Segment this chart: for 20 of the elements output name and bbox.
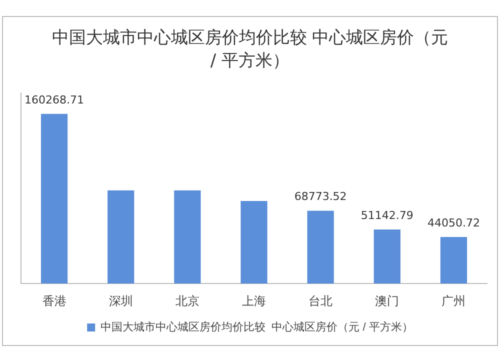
bar (174, 190, 201, 284)
data-label: 44050.72 (427, 216, 480, 230)
x-tick-label: 北京 (175, 294, 200, 308)
legend-label: 中国大城市中心城区房价均价比较 中心城区房价（元 / 平方米） (100, 320, 413, 334)
chart-title: 中国大城市中心城区房价均价比较 中心城区房价（元 / 平方米） (50, 27, 450, 73)
x-tick-label: 香港 (42, 294, 66, 308)
bar (307, 210, 334, 284)
data-label: 51142.79 (360, 208, 414, 222)
bar (440, 236, 468, 284)
bar (240, 201, 268, 284)
bar (108, 190, 134, 284)
x-tick-label: 广州 (442, 294, 466, 308)
x-tick-label: 上海 (242, 294, 266, 308)
data-label: 160268.71 (24, 93, 84, 106)
x-tick-label: 澳门 (375, 294, 400, 308)
bar (374, 229, 400, 284)
x-tick-label: 台北 (308, 294, 333, 308)
data-label: 68773.52 (294, 190, 347, 204)
bar (40, 114, 68, 284)
x-tick-label: 深圳 (108, 294, 133, 308)
